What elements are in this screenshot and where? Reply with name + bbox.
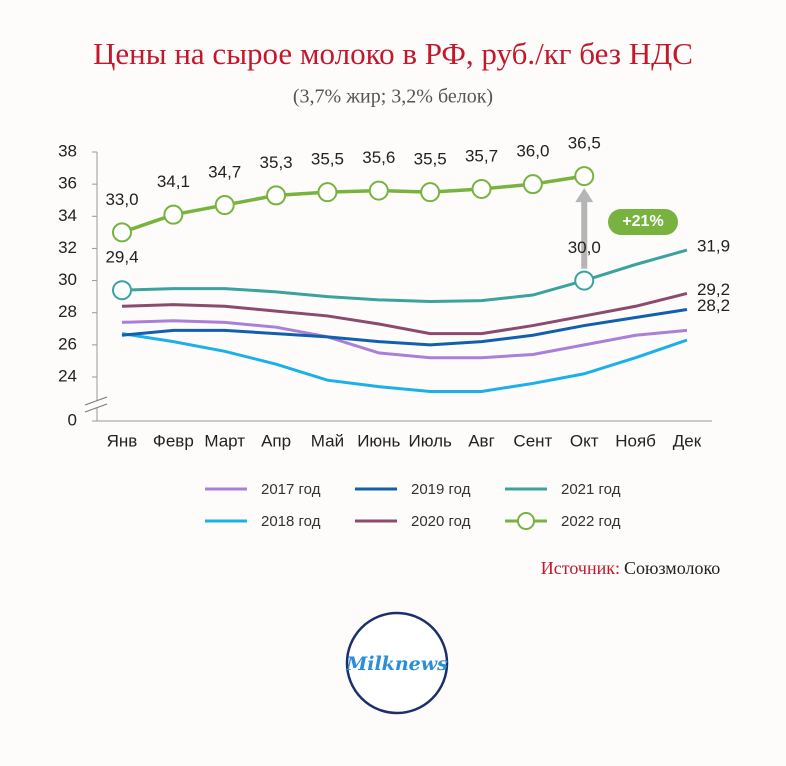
- legend-marker: [517, 512, 535, 530]
- marker: [574, 166, 595, 187]
- series-line: [121, 308, 688, 347]
- x-tick-label: Июнь: [357, 431, 400, 450]
- x-tick-label: Июль: [408, 431, 452, 450]
- legend-label: 2022 год: [561, 513, 621, 530]
- value-label: 34,1: [157, 172, 190, 191]
- x-tick-label: Апр: [261, 431, 291, 450]
- marker: [112, 222, 132, 243]
- value-label: 28,2: [697, 296, 730, 315]
- annotation-pill: [608, 209, 678, 235]
- marker: [471, 178, 492, 199]
- y-tick-label: 24: [58, 366, 77, 385]
- marker: [574, 270, 595, 291]
- marker: [522, 174, 543, 195]
- value-label: 29,2: [697, 280, 730, 299]
- marker: [214, 195, 235, 216]
- value-label: 33,0: [105, 190, 138, 209]
- series-line: [121, 332, 688, 393]
- y-tick-label: 32: [58, 238, 77, 257]
- x-tick-label: Март: [204, 431, 245, 450]
- marker: [368, 180, 389, 201]
- y-tick-label: 0: [68, 410, 77, 429]
- series-line: [121, 174, 585, 235]
- x-tick-label: Нояб: [615, 431, 656, 450]
- axis-break-gap: [85, 401, 109, 408]
- series-line: [121, 248, 688, 303]
- source: Союзмолоко: [624, 558, 720, 578]
- y-tick-label: 36: [58, 174, 77, 193]
- annotation: +21%: [622, 213, 663, 230]
- marker: [420, 182, 441, 203]
- x-tick-label: Янв: [107, 431, 138, 450]
- logo: Milknews: [345, 653, 448, 675]
- axis-break: [84, 403, 108, 413]
- value-label: 30,0: [568, 238, 601, 257]
- value-label: 35,7: [465, 146, 498, 165]
- value-label: 36,0: [516, 142, 549, 161]
- series-line: [121, 291, 688, 336]
- source-label: Источник:: [541, 558, 620, 578]
- axis-break: [84, 396, 108, 406]
- x-tick-label: Авг: [468, 431, 495, 450]
- legend-label: 2019 год: [411, 481, 471, 498]
- value-label: 35,3: [260, 153, 293, 172]
- marker: [112, 280, 132, 301]
- x-tick-label: Окт: [570, 431, 599, 450]
- value-label: 29,4: [105, 248, 138, 267]
- x-tick-label: Май: [311, 431, 344, 450]
- value-label: 31,9: [697, 237, 730, 256]
- legend-label: 2020 год: [411, 513, 471, 530]
- y-tick-label: 38: [58, 141, 77, 160]
- x-tick-label: Дек: [673, 431, 702, 450]
- value-label: 34,7: [208, 163, 241, 182]
- legend-label: 2021 год: [561, 481, 621, 498]
- value-label: 35,5: [311, 150, 344, 169]
- value-label: 36,5: [568, 134, 601, 153]
- x-tick-label: Сент: [513, 431, 552, 450]
- x-tick-label: Февр: [153, 431, 194, 450]
- marker: [163, 204, 184, 225]
- value-label: 35,5: [414, 150, 447, 169]
- chart-subtitle: (3,7% жир; 3,2% белок): [293, 86, 493, 108]
- y-tick-label: 28: [58, 302, 77, 321]
- legend-label: 2017 год: [261, 481, 321, 498]
- value-label: 35,6: [362, 148, 395, 167]
- marker: [266, 185, 287, 206]
- chart-title: Цены на сырое молоко в РФ, руб./кг без Н…: [93, 36, 693, 71]
- marker: [317, 182, 338, 203]
- y-tick-label: 34: [58, 206, 77, 225]
- y-tick-label: 30: [58, 270, 77, 289]
- legend-label: 2018 год: [261, 513, 321, 530]
- logo-circle: [345, 611, 449, 715]
- arrow-head: [575, 188, 594, 203]
- y-tick-label: 26: [58, 334, 77, 353]
- series-line: [121, 319, 688, 360]
